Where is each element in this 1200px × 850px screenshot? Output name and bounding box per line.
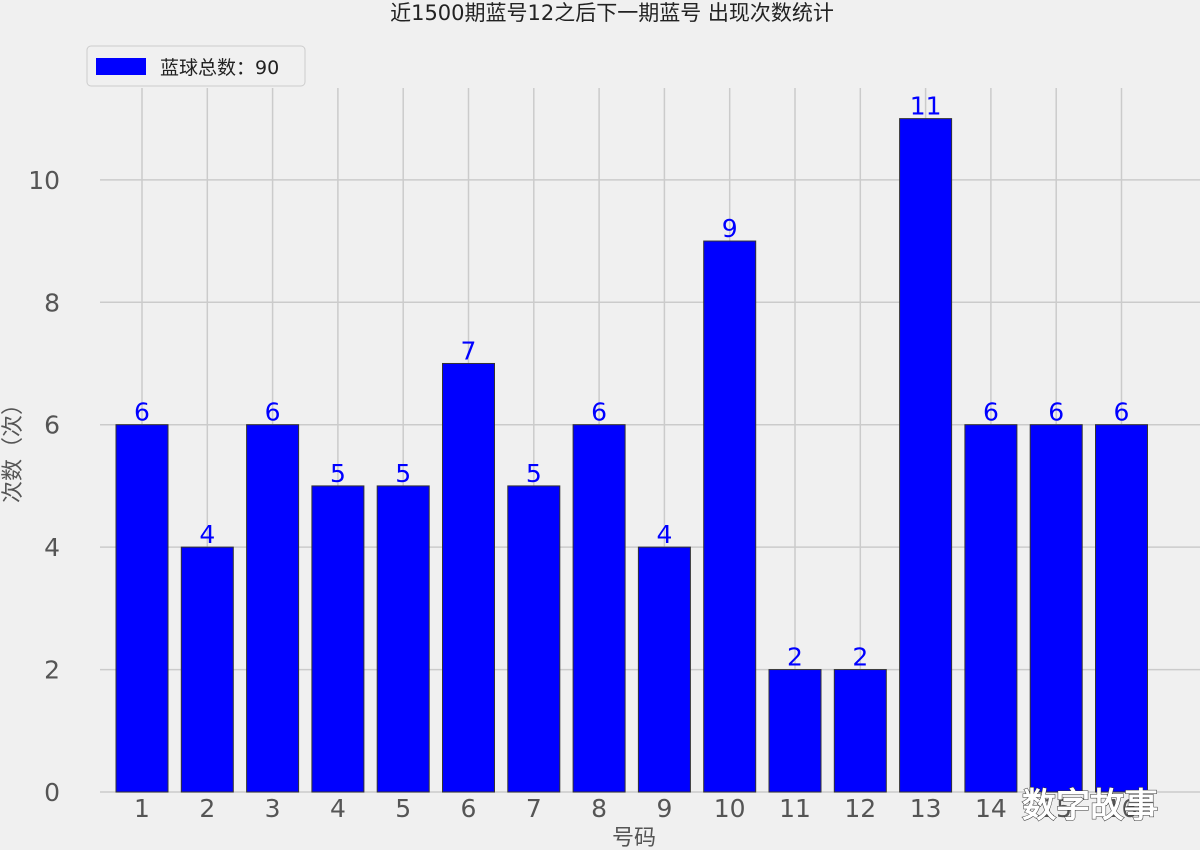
y-tick-label: 10	[28, 166, 60, 195]
watermark-text: 数字故事	[1022, 786, 1158, 826]
y-axis-ticks: 0 2 4 6 8 10	[28, 166, 60, 807]
x-tick-label: 7	[526, 794, 542, 823]
chart-title: 近1500期蓝号12之后下一期蓝号 出现次数统计	[390, 1, 834, 25]
bar-value-label: 5	[395, 459, 411, 488]
bar-value-label: 5	[330, 459, 346, 488]
bar-value-label: 7	[461, 336, 477, 365]
bar	[1095, 424, 1148, 793]
bars	[115, 118, 1148, 793]
bar-value-label: 6	[983, 398, 999, 427]
bar-value-label: 5	[526, 459, 542, 488]
y-tick-label: 4	[44, 533, 60, 562]
x-tick-label: 16	[1106, 794, 1138, 823]
bar-value-label: 11	[910, 92, 942, 121]
x-tick-label: 10	[714, 794, 746, 823]
bar-value-label: 9	[722, 214, 738, 243]
bar-value-label: 4	[656, 520, 672, 549]
bar	[637, 546, 691, 793]
x-tick-label: 15	[1040, 794, 1072, 823]
x-tick-label: 6	[461, 794, 477, 823]
x-tick-label: 2	[199, 794, 215, 823]
x-tick-label: 5	[395, 794, 411, 823]
bar-value-label: 6	[1048, 398, 1064, 427]
bar	[833, 669, 887, 793]
bar	[899, 118, 953, 793]
y-axis-label: 次数（次）	[1, 393, 26, 503]
x-tick-label: 1	[134, 794, 150, 823]
x-tick-label: 14	[975, 794, 1007, 823]
bar	[507, 485, 561, 793]
bar	[768, 669, 822, 793]
x-axis-label: 号码	[612, 826, 656, 850]
bar	[376, 485, 430, 793]
y-tick-label: 6	[44, 411, 60, 440]
bar-value-label: 2	[787, 643, 803, 672]
bar	[180, 546, 234, 793]
x-axis-ticks: 1 2 3 4 5 6 7 8 9 10 11 12 13 14 15 16	[134, 794, 1137, 823]
bar-value-label: 2	[852, 643, 868, 672]
legend-swatch	[96, 58, 146, 75]
bar-value-label: 6	[591, 398, 607, 427]
bar	[572, 424, 626, 793]
bar	[115, 424, 169, 793]
bar-value-label: 4	[199, 520, 215, 549]
bar-labels: 6 4 6 5 5 7 5 6 4 9 2 2 11 6 6 6	[134, 92, 1129, 672]
bar	[311, 485, 365, 793]
x-tick-label: 13	[910, 794, 942, 823]
x-tick-label: 4	[330, 794, 346, 823]
bar	[1029, 424, 1083, 793]
y-tick-label: 0	[44, 778, 60, 807]
bar	[442, 362, 495, 793]
x-tick-label: 8	[591, 794, 607, 823]
bar	[703, 240, 757, 793]
legend-box	[86, 45, 306, 87]
x-tick-label: 9	[656, 794, 672, 823]
y-tick-label: 8	[44, 288, 60, 317]
x-tick-label: 3	[265, 794, 281, 823]
legend-label: 蓝球总数：90	[160, 57, 279, 79]
bar-value-label: 6	[265, 398, 281, 427]
x-tick-label: 11	[779, 794, 811, 823]
legend: 蓝球总数：90	[86, 45, 306, 87]
bar-value-label: 6	[134, 398, 150, 427]
y-tick-label: 2	[44, 656, 60, 685]
bar-value-label: 6	[1114, 398, 1130, 427]
bar	[246, 424, 300, 793]
x-tick-label: 12	[844, 794, 876, 823]
bar	[964, 424, 1018, 793]
